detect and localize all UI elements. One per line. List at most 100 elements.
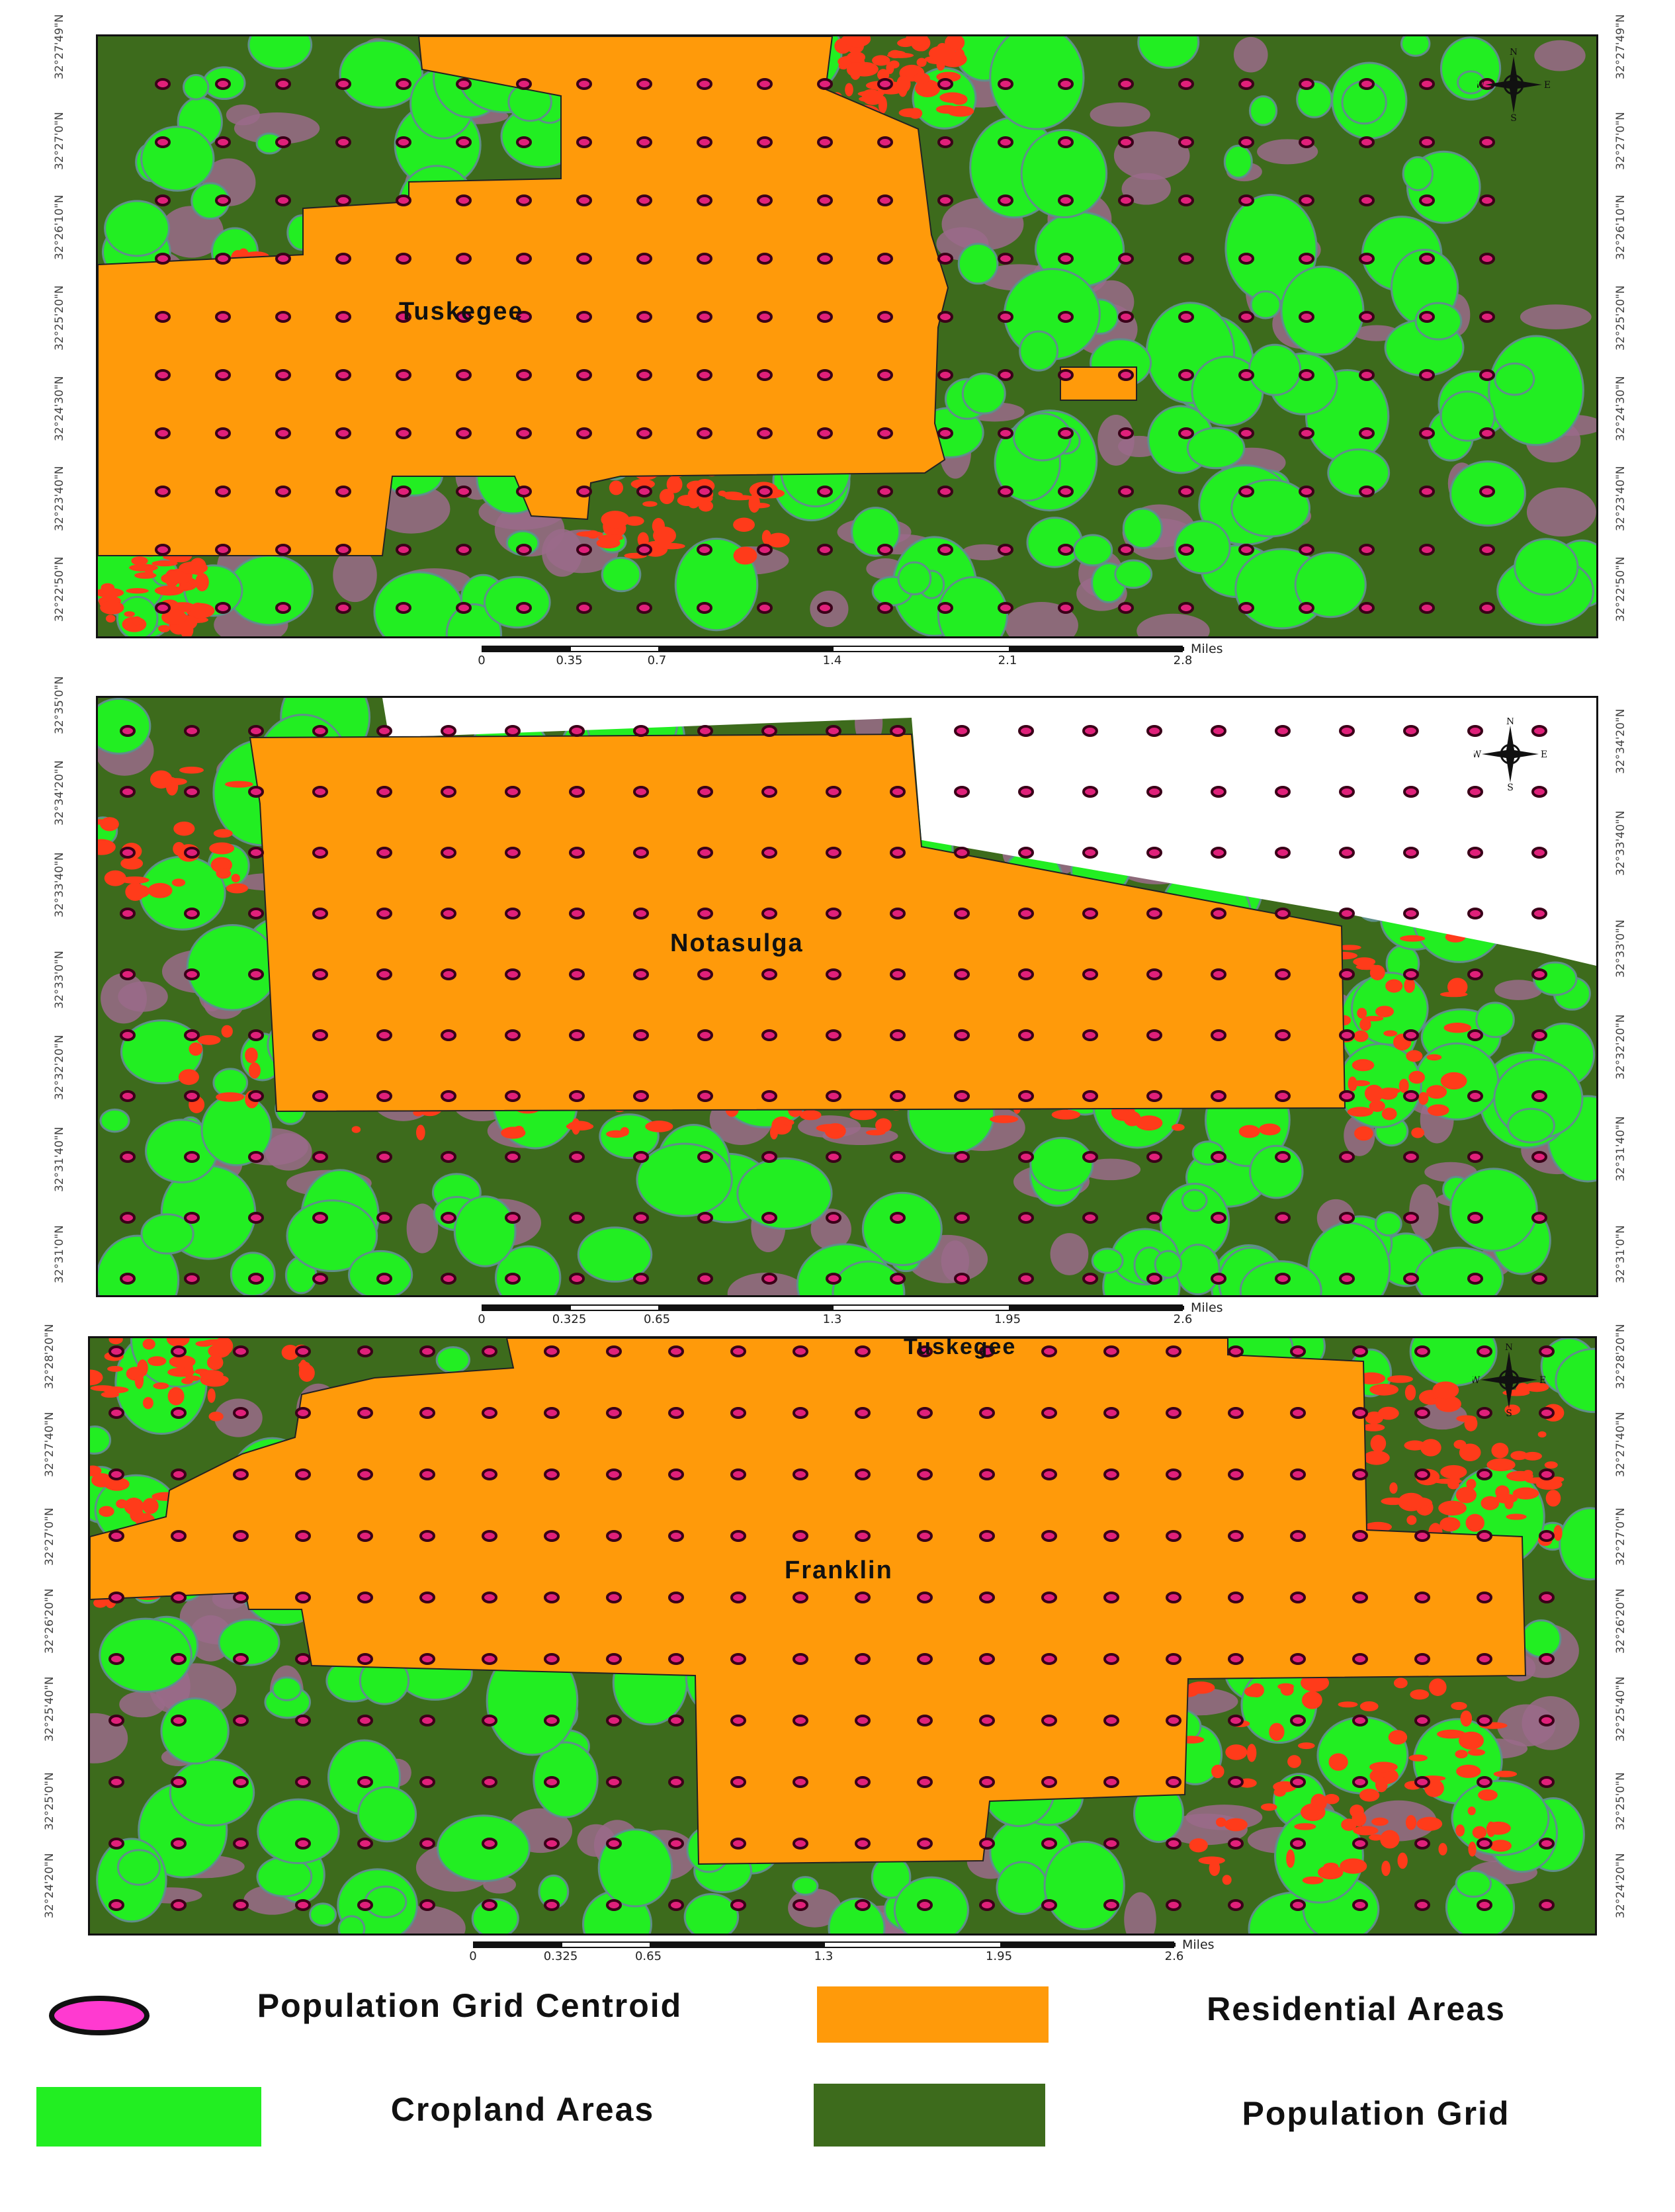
cropland-area [1494,362,1535,396]
population-grid-centroid [1359,194,1375,206]
land-patch [1494,980,1543,1000]
population-grid-centroid [877,544,893,556]
urban-patch [653,527,676,545]
cropland-area [1043,1840,1125,1931]
urban-patch [245,1047,258,1064]
urban-patch [1353,1826,1379,1836]
population-grid-centroid [576,311,592,323]
population-grid-centroid [1118,136,1134,148]
urban-patch [1324,1793,1340,1805]
population-grid-centroid [998,602,1013,614]
coordinate-label: 32°28'20"N [43,1324,56,1389]
population-grid-centroid [1275,1151,1291,1163]
cropland-area [1455,1869,1492,1898]
population-grid-centroid [1477,1345,1492,1357]
urban-patch [1440,1465,1467,1479]
population-grid-centroid [1058,136,1074,148]
population-grid-centroid [890,1273,906,1285]
urban-patch [928,46,956,62]
population-grid-centroid [441,968,456,980]
population-grid-centroid [155,427,171,439]
population-grid-centroid [1290,1899,1306,1911]
population-grid-centroid [312,968,328,980]
coordinate-label: 32°24'30"N [53,376,66,441]
population-grid-centroid [576,427,592,439]
population-grid-centroid [1238,369,1254,381]
population-grid-centroid [248,786,264,798]
population-grid-centroid [184,1029,200,1041]
population-grid-centroid [633,1090,649,1102]
population-grid-centroid [482,1838,497,1850]
population-grid-centroid [1467,786,1483,798]
population-grid-centroid [376,1273,392,1285]
urban-patch [213,829,233,838]
population-grid-centroid [1166,1468,1181,1480]
population-grid-centroid [855,1653,871,1665]
urban-patch [151,560,178,567]
population-grid-centroid [633,968,649,980]
population-grid-centroid [917,1407,933,1419]
population-grid-centroid [376,725,392,737]
population-grid-centroid [1467,968,1483,980]
population-grid-centroid [1414,1592,1430,1603]
cropland-area [483,575,551,629]
population-grid-centroid [248,1029,264,1041]
population-grid-centroid [890,786,906,798]
urban-patch [1259,1123,1281,1136]
urban-patch [1135,1115,1163,1131]
population-grid-centroid [1041,1468,1057,1480]
population-grid-centroid [855,1407,871,1419]
population-grid-centroid [155,369,171,381]
urban-patch [1537,1431,1547,1438]
population-grid-centroid [1419,602,1435,614]
urban-patch [1481,1496,1500,1511]
population-grid-centroid [120,1212,136,1224]
population-grid-centroid [633,1273,649,1285]
population-grid-centroid [1419,253,1435,265]
map-canvas-tuskegee [98,36,1596,636]
urban-patch [351,1126,361,1133]
population-grid-centroid [1419,311,1435,323]
population-grid-centroid [1103,1838,1119,1850]
population-grid-centroid [1339,1273,1355,1285]
urban-patch [748,494,760,513]
scale-bar-unit: Miles [1191,642,1223,656]
population-grid-centroid [633,1151,649,1163]
population-grid-centroid [171,1776,187,1788]
population-grid-centroid [954,725,970,737]
population-grid-centroid [793,1715,808,1726]
urban-patch [231,873,240,883]
out-of-extent-area [382,698,1596,966]
population-grid-centroid [1178,602,1194,614]
urban-patch [845,83,853,97]
cropland-area [286,1199,378,1273]
urban-patch [872,55,890,66]
population-grid-centroid [633,1212,649,1224]
population-grid-centroid [633,847,649,859]
place-label-notasulga: Notasulga [670,929,804,957]
population-grid-centroid [793,1838,808,1850]
urban-patch [195,573,209,591]
population-grid-centroid [1058,369,1074,381]
urban-patch [187,1375,200,1381]
cropland-area [1559,1507,1595,1581]
urban-patch [686,491,701,509]
population-grid-centroid [396,602,411,614]
urban-patch [124,1498,144,1515]
population-grid-centroid [1419,136,1435,148]
scale-bar-segment [1000,1943,1176,1947]
population-grid-centroid [569,1029,585,1041]
population-grid-centroid [761,968,777,980]
urban-patch [1354,1126,1373,1141]
scale-bar-segment [658,1306,834,1310]
cropland-area [996,1861,1049,1916]
population-grid-centroid [636,253,652,265]
urban-patch [148,1356,167,1367]
cropland-area [792,1876,819,1896]
scale-bar-segment [483,647,571,651]
population-grid-centroid [108,1776,124,1788]
urban-patch [1438,1500,1467,1516]
population-grid-centroid [1041,1592,1057,1603]
population-grid-centroid [1290,1407,1306,1419]
scale-bar-tick-label: 0 [478,1312,486,1326]
